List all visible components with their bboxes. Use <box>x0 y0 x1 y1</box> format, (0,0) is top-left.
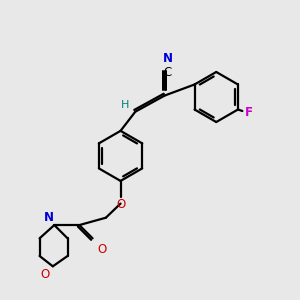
Text: O: O <box>40 268 49 281</box>
Text: H: H <box>121 100 129 110</box>
Text: C: C <box>164 66 172 79</box>
Text: O: O <box>97 243 106 256</box>
Text: N: N <box>163 52 173 64</box>
Text: N: N <box>44 211 54 224</box>
Text: O: O <box>117 198 126 211</box>
Text: F: F <box>244 106 252 119</box>
